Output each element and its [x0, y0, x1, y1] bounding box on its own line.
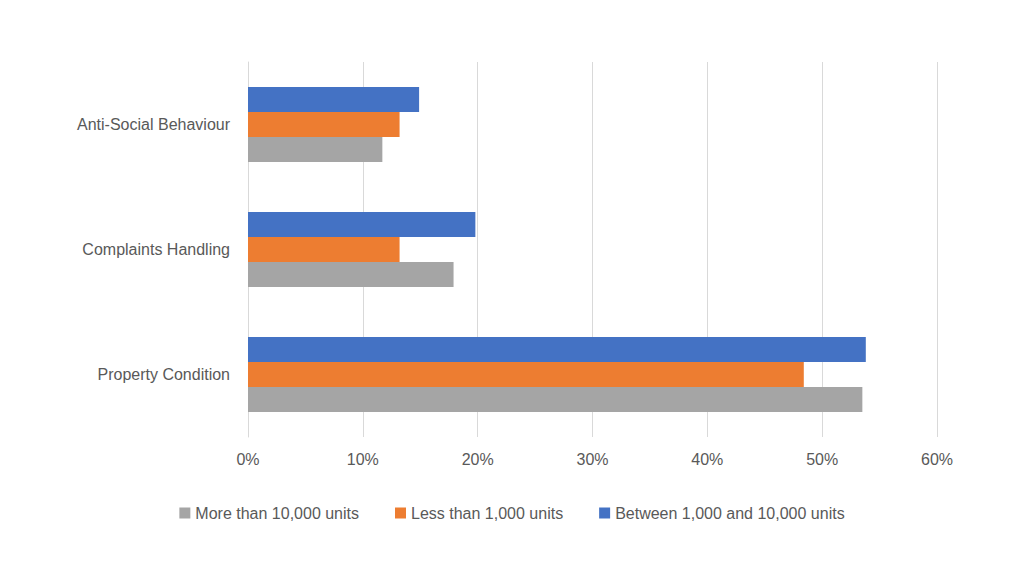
svg-text:More than 10,000 units: More than 10,000 units: [195, 505, 359, 522]
svg-text:50%: 50%: [806, 451, 838, 468]
svg-text:Between 1,000 and 10,000 units: Between 1,000 and 10,000 units: [615, 505, 845, 522]
svg-text:0%: 0%: [236, 451, 259, 468]
svg-text:Less than 1,000 units: Less than 1,000 units: [411, 505, 563, 522]
svg-text:Anti-Social Behaviour: Anti-Social Behaviour: [77, 116, 231, 133]
svg-text:20%: 20%: [462, 451, 494, 468]
svg-text:30%: 30%: [576, 451, 608, 468]
svg-text:Complaints Handling: Complaints Handling: [82, 241, 230, 258]
svg-text:40%: 40%: [691, 451, 723, 468]
svg-text:Property Condition: Property Condition: [97, 366, 230, 383]
svg-text:60%: 60%: [921, 451, 953, 468]
svg-text:10%: 10%: [347, 451, 379, 468]
